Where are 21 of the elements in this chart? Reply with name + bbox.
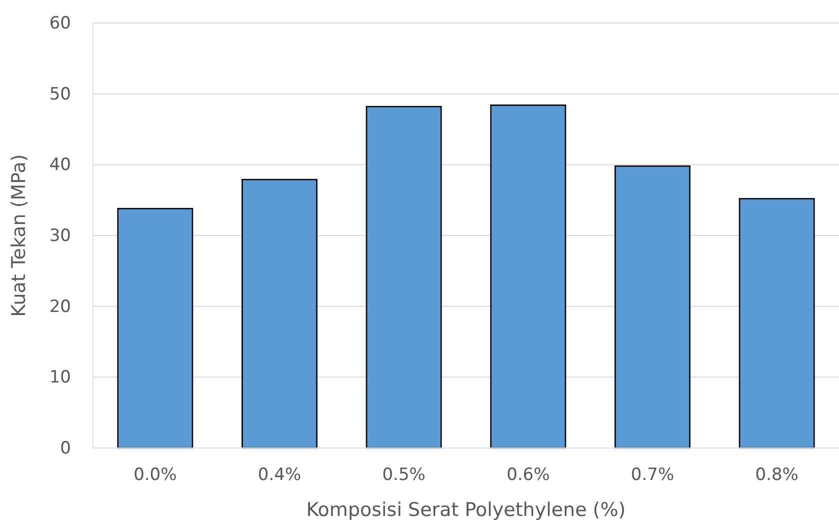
bar [614,165,690,449]
bar [117,208,194,449]
x-tick-label: 0.6% [506,465,550,486]
y-tick-label: 0 [60,438,71,458]
x-tick-label: 0.7% [630,465,674,486]
y-axis-title: Kuat Tekan (MPa) [8,154,30,317]
x-tick-label: 0.5% [382,465,426,486]
y-tick-label: 40 [49,155,71,176]
bar [242,178,318,449]
y-tick-label: 10 [49,368,71,388]
y-tick-label: 30 [49,226,71,246]
y-tick-label: 60 [49,13,71,34]
bar [366,106,442,449]
x-axis-title: Komposisi Serat Polyethylene (%) [306,499,626,521]
bar [490,104,566,449]
x-tick-label: 0.4% [258,465,302,486]
bar [738,198,815,449]
y-tick-label: 50 [49,84,71,104]
x-tick-label: 0.8% [755,465,798,486]
y-tick-label: 20 [49,296,71,317]
x-tick-label: 0.0% [134,465,177,486]
